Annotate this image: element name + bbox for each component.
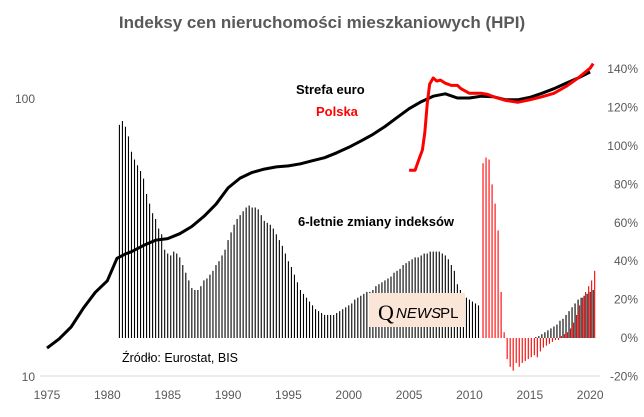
y-right-tick-label: 0% [621,331,639,345]
x-tick-label: 1990 [215,388,242,402]
x-tick-label: 2000 [335,388,362,402]
y-left-tick-label: 100 [15,92,35,106]
x-tick-label: 1995 [275,388,302,402]
y-right-tick-label: 120% [607,101,638,115]
watermark-q: Q [378,300,394,325]
pl-label: Polska [316,104,359,119]
x-tick-label: 2020 [577,388,604,402]
x-tick-label: 2010 [456,388,483,402]
y-right-tick-label: 40% [614,254,638,268]
y-right-tick-label: 20% [614,293,638,307]
y-right-tick-label: 100% [607,139,638,153]
pl-line [409,62,595,172]
y-right-tick-label: 60% [614,216,638,230]
y-left-tick-label: 10 [22,370,36,384]
x-tick-label: 1985 [154,388,181,402]
x-tick-label: 1975 [34,388,61,402]
watermark-bg [369,293,465,327]
chart-title: Indeksy cen nieruchomości mieszkaniowych… [119,13,525,32]
source-note: Źródło: Eurostat, BIS [122,350,238,365]
watermark-news: NEWS [396,305,441,322]
y-right-tick-label: 80% [614,177,638,191]
watermark: Q NEWS .PL [369,293,465,327]
y-right-tick-label: 140% [607,62,638,76]
x-tick-label: 1980 [94,388,121,402]
watermark-pl: .PL [436,305,459,322]
bars-label: 6-letnie zmiany indeksów [298,214,455,229]
x-tick-label: 2005 [396,388,423,402]
euro-label: Strefa euro [296,82,365,97]
x-tick-label: 2015 [516,388,543,402]
y-right-tick-label: -20% [610,369,638,383]
